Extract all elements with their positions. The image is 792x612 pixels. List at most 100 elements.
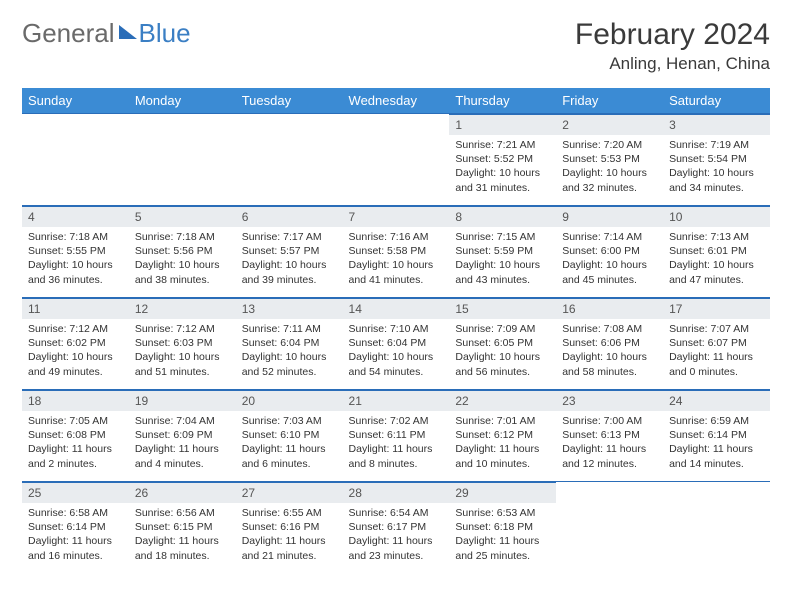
weekday-header: Thursday [449, 88, 556, 114]
calendar-day: 21Sunrise: 7:02 AMSunset: 6:11 PMDayligh… [343, 390, 450, 482]
day-number: 1 [449, 114, 556, 135]
day-body: Sunrise: 7:07 AMSunset: 6:07 PMDaylight:… [663, 319, 770, 382]
day-number: 17 [663, 298, 770, 319]
calendar-day: 6Sunrise: 7:17 AMSunset: 5:57 PMDaylight… [236, 206, 343, 298]
calendar-day: 14Sunrise: 7:10 AMSunset: 6:04 PMDayligh… [343, 298, 450, 390]
calendar-table: SundayMondayTuesdayWednesdayThursdayFrid… [22, 88, 770, 574]
day-number: 25 [22, 482, 129, 503]
day-body: Sunrise: 7:12 AMSunset: 6:02 PMDaylight:… [22, 319, 129, 382]
day-number: 20 [236, 390, 343, 411]
day-body: Sunrise: 7:10 AMSunset: 6:04 PMDaylight:… [343, 319, 450, 382]
day-number: 12 [129, 298, 236, 319]
calendar-row: 4Sunrise: 7:18 AMSunset: 5:55 PMDaylight… [22, 206, 770, 298]
calendar-day: 11Sunrise: 7:12 AMSunset: 6:02 PMDayligh… [22, 298, 129, 390]
weekday-header: Saturday [663, 88, 770, 114]
brand-left: General [22, 18, 115, 49]
calendar-day: 7Sunrise: 7:16 AMSunset: 5:58 PMDaylight… [343, 206, 450, 298]
day-body: Sunrise: 7:21 AMSunset: 5:52 PMDaylight:… [449, 135, 556, 198]
calendar-empty [129, 114, 236, 206]
calendar-day: 2Sunrise: 7:20 AMSunset: 5:53 PMDaylight… [556, 114, 663, 206]
day-body: Sunrise: 7:02 AMSunset: 6:11 PMDaylight:… [343, 411, 450, 474]
calendar-day: 4Sunrise: 7:18 AMSunset: 5:55 PMDaylight… [22, 206, 129, 298]
day-number: 6 [236, 206, 343, 227]
header: General Blue February 2024 Anling, Henan… [22, 18, 770, 74]
day-number: 13 [236, 298, 343, 319]
day-number: 23 [556, 390, 663, 411]
day-body: Sunrise: 7:14 AMSunset: 6:00 PMDaylight:… [556, 227, 663, 290]
day-body: Sunrise: 7:12 AMSunset: 6:03 PMDaylight:… [129, 319, 236, 382]
weekday-header: Tuesday [236, 88, 343, 114]
day-body: Sunrise: 7:08 AMSunset: 6:06 PMDaylight:… [556, 319, 663, 382]
calendar-empty [343, 114, 450, 206]
day-number: 29 [449, 482, 556, 503]
brand-right: Blue [139, 18, 191, 49]
weekday-header: Friday [556, 88, 663, 114]
calendar-day: 25Sunrise: 6:58 AMSunset: 6:14 PMDayligh… [22, 482, 129, 574]
day-number: 4 [22, 206, 129, 227]
day-number: 5 [129, 206, 236, 227]
calendar-day: 24Sunrise: 6:59 AMSunset: 6:14 PMDayligh… [663, 390, 770, 482]
day-body: Sunrise: 6:54 AMSunset: 6:17 PMDaylight:… [343, 503, 450, 566]
day-body: Sunrise: 7:18 AMSunset: 5:56 PMDaylight:… [129, 227, 236, 290]
calendar-day: 26Sunrise: 6:56 AMSunset: 6:15 PMDayligh… [129, 482, 236, 574]
day-body: Sunrise: 7:01 AMSunset: 6:12 PMDaylight:… [449, 411, 556, 474]
calendar-day: 23Sunrise: 7:00 AMSunset: 6:13 PMDayligh… [556, 390, 663, 482]
location: Anling, Henan, China [575, 54, 770, 74]
calendar-day: 29Sunrise: 6:53 AMSunset: 6:18 PMDayligh… [449, 482, 556, 574]
day-number: 18 [22, 390, 129, 411]
calendar-day: 16Sunrise: 7:08 AMSunset: 6:06 PMDayligh… [556, 298, 663, 390]
day-body: Sunrise: 7:11 AMSunset: 6:04 PMDaylight:… [236, 319, 343, 382]
weekday-header: Monday [129, 88, 236, 114]
day-number: 24 [663, 390, 770, 411]
triangle-icon [119, 25, 137, 39]
calendar-day: 5Sunrise: 7:18 AMSunset: 5:56 PMDaylight… [129, 206, 236, 298]
day-number: 22 [449, 390, 556, 411]
day-body: Sunrise: 7:20 AMSunset: 5:53 PMDaylight:… [556, 135, 663, 198]
calendar-empty [556, 482, 663, 574]
day-body: Sunrise: 6:56 AMSunset: 6:15 PMDaylight:… [129, 503, 236, 566]
calendar-row: 25Sunrise: 6:58 AMSunset: 6:14 PMDayligh… [22, 482, 770, 574]
day-body: Sunrise: 6:55 AMSunset: 6:16 PMDaylight:… [236, 503, 343, 566]
day-body: Sunrise: 7:04 AMSunset: 6:09 PMDaylight:… [129, 411, 236, 474]
day-number: 14 [343, 298, 450, 319]
day-body: Sunrise: 7:03 AMSunset: 6:10 PMDaylight:… [236, 411, 343, 474]
month-title: February 2024 [575, 18, 770, 52]
calendar-day: 18Sunrise: 7:05 AMSunset: 6:08 PMDayligh… [22, 390, 129, 482]
calendar-empty [22, 114, 129, 206]
calendar-day: 9Sunrise: 7:14 AMSunset: 6:00 PMDaylight… [556, 206, 663, 298]
day-number: 15 [449, 298, 556, 319]
day-body: Sunrise: 7:18 AMSunset: 5:55 PMDaylight:… [22, 227, 129, 290]
day-number: 9 [556, 206, 663, 227]
day-number: 10 [663, 206, 770, 227]
day-body: Sunrise: 6:58 AMSunset: 6:14 PMDaylight:… [22, 503, 129, 566]
day-number: 8 [449, 206, 556, 227]
calendar-day: 20Sunrise: 7:03 AMSunset: 6:10 PMDayligh… [236, 390, 343, 482]
calendar-empty [663, 482, 770, 574]
calendar-day: 12Sunrise: 7:12 AMSunset: 6:03 PMDayligh… [129, 298, 236, 390]
day-number: 11 [22, 298, 129, 319]
calendar-day: 28Sunrise: 6:54 AMSunset: 6:17 PMDayligh… [343, 482, 450, 574]
day-body: Sunrise: 7:13 AMSunset: 6:01 PMDaylight:… [663, 227, 770, 290]
brand-logo: General Blue [22, 18, 191, 49]
calendar-day: 8Sunrise: 7:15 AMSunset: 5:59 PMDaylight… [449, 206, 556, 298]
calendar-day: 19Sunrise: 7:04 AMSunset: 6:09 PMDayligh… [129, 390, 236, 482]
day-number: 28 [343, 482, 450, 503]
calendar-empty [236, 114, 343, 206]
calendar-day: 27Sunrise: 6:55 AMSunset: 6:16 PMDayligh… [236, 482, 343, 574]
day-number: 19 [129, 390, 236, 411]
calendar-row: 1Sunrise: 7:21 AMSunset: 5:52 PMDaylight… [22, 114, 770, 206]
calendar-row: 11Sunrise: 7:12 AMSunset: 6:02 PMDayligh… [22, 298, 770, 390]
calendar-body: 1Sunrise: 7:21 AMSunset: 5:52 PMDaylight… [22, 114, 770, 574]
day-body: Sunrise: 7:05 AMSunset: 6:08 PMDaylight:… [22, 411, 129, 474]
calendar-day: 17Sunrise: 7:07 AMSunset: 6:07 PMDayligh… [663, 298, 770, 390]
day-body: Sunrise: 7:17 AMSunset: 5:57 PMDaylight:… [236, 227, 343, 290]
day-number: 26 [129, 482, 236, 503]
weekday-header: Wednesday [343, 88, 450, 114]
calendar-row: 18Sunrise: 7:05 AMSunset: 6:08 PMDayligh… [22, 390, 770, 482]
day-body: Sunrise: 6:59 AMSunset: 6:14 PMDaylight:… [663, 411, 770, 474]
calendar-day: 15Sunrise: 7:09 AMSunset: 6:05 PMDayligh… [449, 298, 556, 390]
day-number: 21 [343, 390, 450, 411]
day-number: 2 [556, 114, 663, 135]
day-body: Sunrise: 7:15 AMSunset: 5:59 PMDaylight:… [449, 227, 556, 290]
day-number: 7 [343, 206, 450, 227]
